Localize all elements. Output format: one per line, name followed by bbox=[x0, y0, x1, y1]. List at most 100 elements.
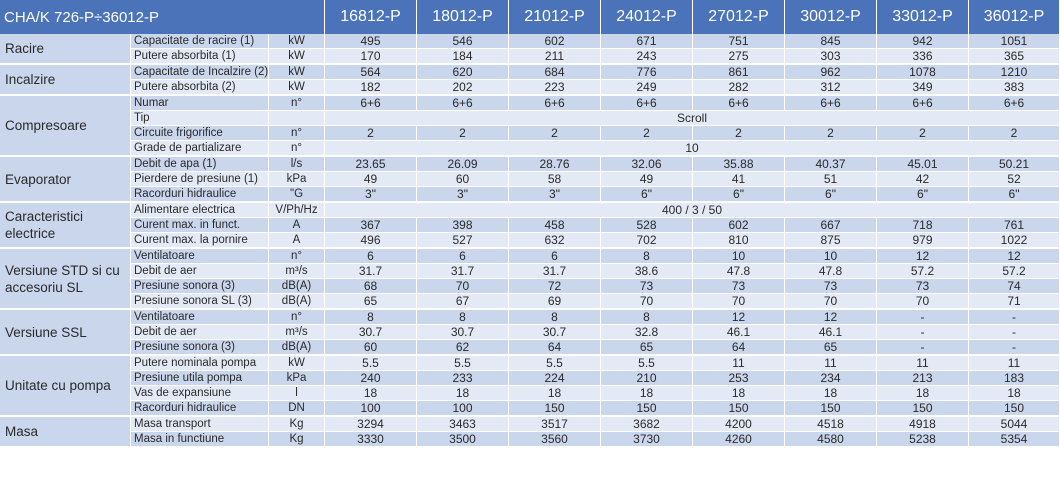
value-cell: 495 bbox=[325, 34, 417, 49]
table-row: Grade de partializare n° 10 bbox=[0, 141, 1060, 157]
value-cell: 671 bbox=[601, 34, 693, 49]
value-cell: 18 bbox=[693, 386, 785, 401]
unit-label: kW bbox=[269, 356, 325, 371]
value-cell: 224 bbox=[509, 371, 601, 386]
value-cell: 51 bbox=[785, 172, 877, 187]
value-cell: 70 bbox=[601, 294, 693, 310]
parameter-label: Masa transport bbox=[131, 417, 269, 432]
value-cell: 4260 bbox=[693, 432, 785, 448]
group-label: Racire bbox=[0, 34, 131, 65]
value-cell: 60 bbox=[417, 172, 509, 187]
value-cell: 26.09 bbox=[417, 157, 509, 172]
value-cell: 68 bbox=[325, 279, 417, 294]
table-row: Debit de aer m³/s 31.7 31.7 31.7 38.6 47.8 47.8… bbox=[0, 264, 1060, 279]
value-cell: 72 bbox=[509, 279, 601, 294]
value-cell: 2 bbox=[877, 126, 969, 141]
value-cell: 183 bbox=[969, 371, 1060, 386]
value-cell: 100 bbox=[417, 401, 509, 417]
model-header: 18012-P bbox=[417, 0, 509, 34]
value-cell: 170 bbox=[325, 49, 417, 65]
value-cell: 5.5 bbox=[601, 356, 693, 371]
value-cell: 47.8 bbox=[693, 264, 785, 279]
value-cell: 761 bbox=[969, 218, 1060, 233]
parameter-label: Presiune utila pompa bbox=[131, 371, 269, 386]
parameter-label: Curent max. in funct. bbox=[131, 218, 269, 233]
value-cell: 718 bbox=[877, 218, 969, 233]
unit-label: kW bbox=[269, 80, 325, 96]
table-row: Tip Scroll bbox=[0, 111, 1060, 126]
value-cell: 49 bbox=[601, 172, 693, 187]
group-label: Caracteristici electrice bbox=[0, 203, 131, 249]
value-cell: 11 bbox=[693, 356, 785, 371]
value-cell: 6 bbox=[509, 249, 601, 264]
value-cell: 28.76 bbox=[509, 157, 601, 172]
value-cell: 398 bbox=[417, 218, 509, 233]
value-cell: 367 bbox=[325, 218, 417, 233]
spanned-value: 400 / 3 / 50 bbox=[325, 203, 1060, 218]
group-label: Evaporator bbox=[0, 157, 131, 203]
value-cell: 1022 bbox=[969, 233, 1060, 249]
group-label: Versiune STD si cu accesoriu SL bbox=[0, 249, 131, 310]
value-cell: 18 bbox=[325, 386, 417, 401]
value-cell: 2 bbox=[509, 126, 601, 141]
value-cell: 3463 bbox=[417, 417, 509, 432]
table-row: Pierdere de presiune (1) kPa 49 60 58 49 41 51 4… bbox=[0, 172, 1060, 187]
value-cell: 1051 bbox=[969, 34, 1060, 49]
value-cell: 49 bbox=[325, 172, 417, 187]
unit-label: n° bbox=[269, 310, 325, 325]
value-cell: 962 bbox=[785, 65, 877, 80]
value-cell: 496 bbox=[325, 233, 417, 249]
value-cell: 6" bbox=[601, 187, 693, 203]
value-cell: 50.21 bbox=[969, 157, 1060, 172]
parameter-label: Pierdere de presiune (1) bbox=[131, 172, 269, 187]
value-cell: 73 bbox=[693, 279, 785, 294]
value-cell: 11 bbox=[785, 356, 877, 371]
parameter-label: Putere absorbita (1) bbox=[131, 49, 269, 65]
value-cell: 58 bbox=[509, 172, 601, 187]
value-cell: 6+6 bbox=[509, 96, 601, 111]
unit-label: kPa bbox=[269, 371, 325, 386]
value-cell: 6+6 bbox=[877, 96, 969, 111]
value-cell: 184 bbox=[417, 49, 509, 65]
value-cell: 365 bbox=[969, 49, 1060, 65]
unit-label: m³/s bbox=[269, 264, 325, 279]
parameter-label: Debit de apa (1) bbox=[131, 157, 269, 172]
value-cell: 243 bbox=[601, 49, 693, 65]
value-cell: 18 bbox=[601, 386, 693, 401]
value-cell: 751 bbox=[693, 34, 785, 49]
model-header: 36012-P bbox=[969, 0, 1060, 34]
parameter-label: Debit de aer bbox=[131, 325, 269, 340]
value-cell: 4580 bbox=[785, 432, 877, 448]
value-cell: 100 bbox=[325, 401, 417, 417]
value-cell: - bbox=[877, 325, 969, 340]
value-cell: 6+6 bbox=[969, 96, 1060, 111]
parameter-label: Ventilatoare bbox=[131, 249, 269, 264]
parameter-label: Circuite frigorifice bbox=[131, 126, 269, 141]
table-row: Curent max. la pornire A 496 527 632 702 810 87… bbox=[0, 233, 1060, 249]
parameter-label: Racorduri hidraulice bbox=[131, 401, 269, 417]
unit-label: kW bbox=[269, 34, 325, 49]
value-cell: 5.5 bbox=[417, 356, 509, 371]
group-label: Incalzire bbox=[0, 65, 131, 96]
value-cell: 1210 bbox=[969, 65, 1060, 80]
value-cell: 620 bbox=[417, 65, 509, 80]
table-row: Putere absorbita (1) kW 170 184 211 243 275 303… bbox=[0, 49, 1060, 65]
value-cell: 240 bbox=[325, 371, 417, 386]
value-cell: 71 bbox=[969, 294, 1060, 310]
table-row: Presiune sonora SL (3) dB(A) 65 67 69 70 70 70 7… bbox=[0, 294, 1060, 310]
value-cell: 40.37 bbox=[785, 157, 877, 172]
table-row: Incalzire Capacitate de Incalzire (2) kW 56… bbox=[0, 65, 1060, 96]
group-label: Versiune SSL bbox=[0, 310, 131, 356]
value-cell: 12 bbox=[969, 249, 1060, 264]
value-cell: 223 bbox=[509, 80, 601, 96]
value-cell: 528 bbox=[601, 218, 693, 233]
value-cell: 2 bbox=[693, 126, 785, 141]
value-cell: 4200 bbox=[693, 417, 785, 432]
value-cell: 6+6 bbox=[417, 96, 509, 111]
value-cell: 150 bbox=[785, 401, 877, 417]
value-cell: 60 bbox=[325, 340, 417, 356]
table-row: Evaporator Debit de apa (1) l/s 23.65 26.09 2… bbox=[0, 157, 1060, 203]
value-cell: 845 bbox=[785, 34, 877, 49]
value-cell: 73 bbox=[785, 279, 877, 294]
value-cell: 602 bbox=[693, 218, 785, 233]
